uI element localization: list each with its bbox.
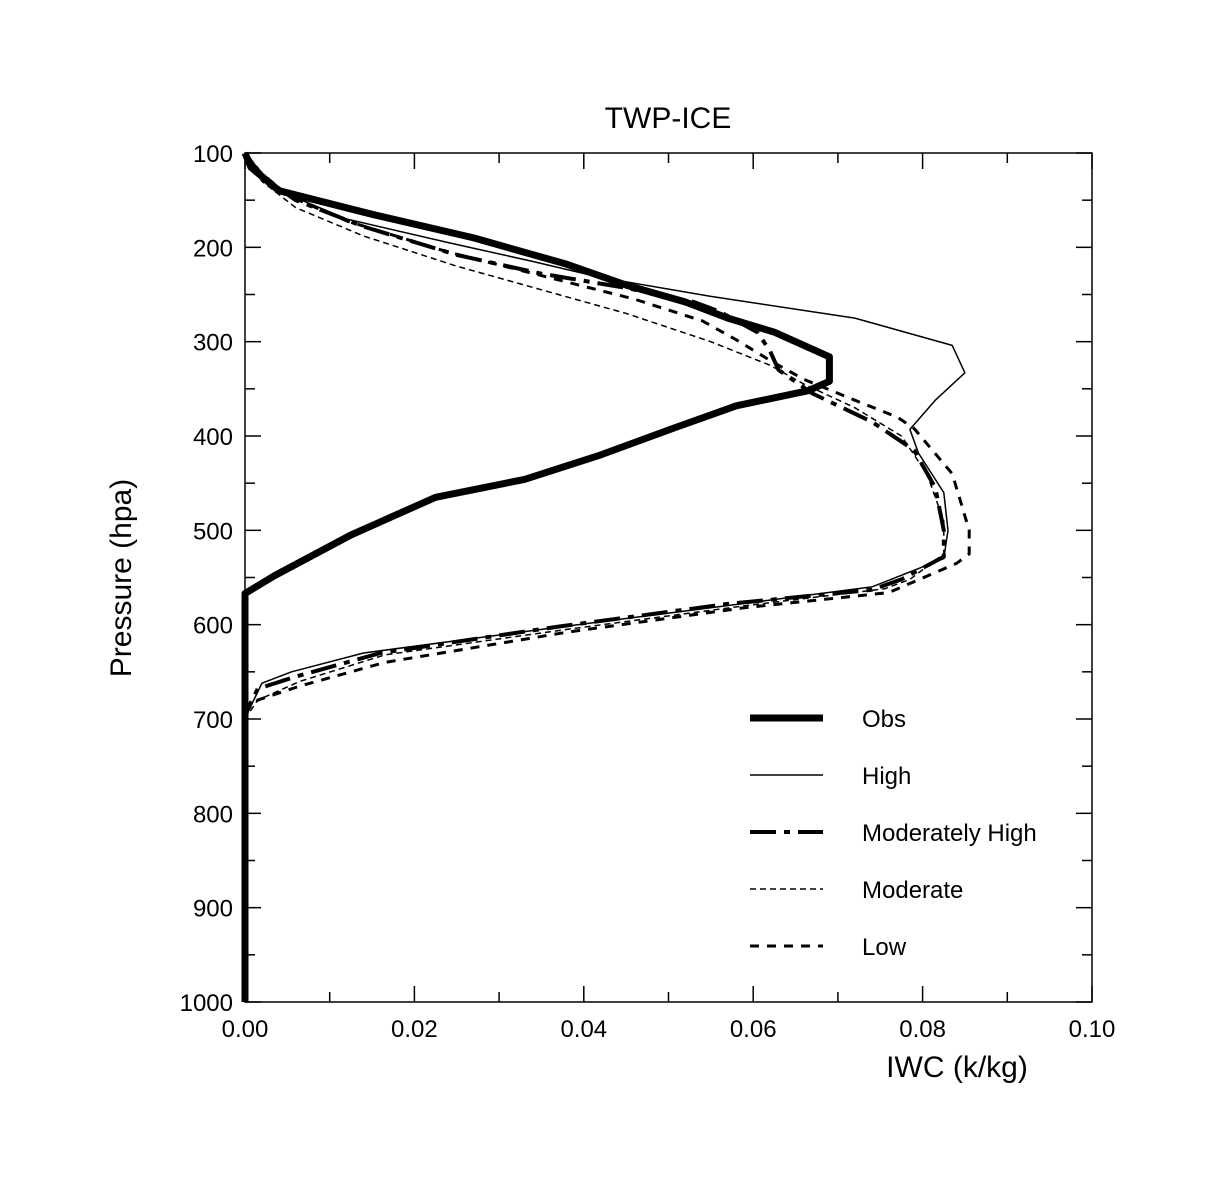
y-tick-label: 600: [193, 613, 233, 640]
plot-frame: [244, 152, 1093, 1003]
y-axis-tick-labels: 100 200 300 400 500 600 700 800 900 1000: [180, 141, 233, 1017]
x-tick-label: 0.00: [222, 1016, 269, 1043]
y-tick-label: 500: [193, 518, 233, 545]
series-layer: [241, 151, 971, 1002]
y-tick-label: 300: [193, 330, 233, 357]
x-tick-label: 0.08: [899, 1016, 946, 1043]
y-tick-label: 100: [193, 141, 233, 168]
y-tick-label: 900: [193, 896, 233, 923]
series-line-high: [244, 152, 966, 1002]
x-axis-tick-labels: 0.00 0.02 0.04 0.06 0.08 0.10: [222, 1016, 1116, 1043]
y-tick-label: 400: [193, 424, 233, 451]
y-axis-title: Pressure (hpa): [105, 479, 138, 677]
y-tick-label: 800: [193, 801, 233, 828]
plot-area-border: [244, 152, 1093, 1003]
y-tick-label: 700: [193, 707, 233, 734]
y-tick-label: 200: [193, 235, 233, 262]
x-tick-label: 0.06: [730, 1016, 777, 1043]
x-axis-title: IWC (k/kg): [886, 1051, 1028, 1084]
x-tick-label: 0.02: [391, 1016, 438, 1043]
x-tick-label: 0.04: [560, 1016, 607, 1043]
axis-ticks: [244, 152, 1093, 1003]
series-line-low: [243, 152, 971, 720]
legend-label: Moderately High: [862, 820, 1037, 847]
x-tick-label: 0.10: [1069, 1016, 1116, 1043]
legend-label: High: [862, 763, 911, 790]
series-line-obs: [241, 151, 833, 1002]
legend-label: Low: [862, 934, 907, 961]
series-line-moderate: [244, 152, 945, 720]
legend-label: Moderate: [862, 877, 963, 904]
chart-title: TWP-ICE: [605, 102, 732, 135]
legend-label: Obs: [862, 706, 906, 733]
legend: Obs High Moderately High Moderate Low: [750, 706, 1037, 961]
y-tick-label: 1000: [180, 990, 233, 1017]
series-line-moderately-high: [243, 151, 946, 720]
